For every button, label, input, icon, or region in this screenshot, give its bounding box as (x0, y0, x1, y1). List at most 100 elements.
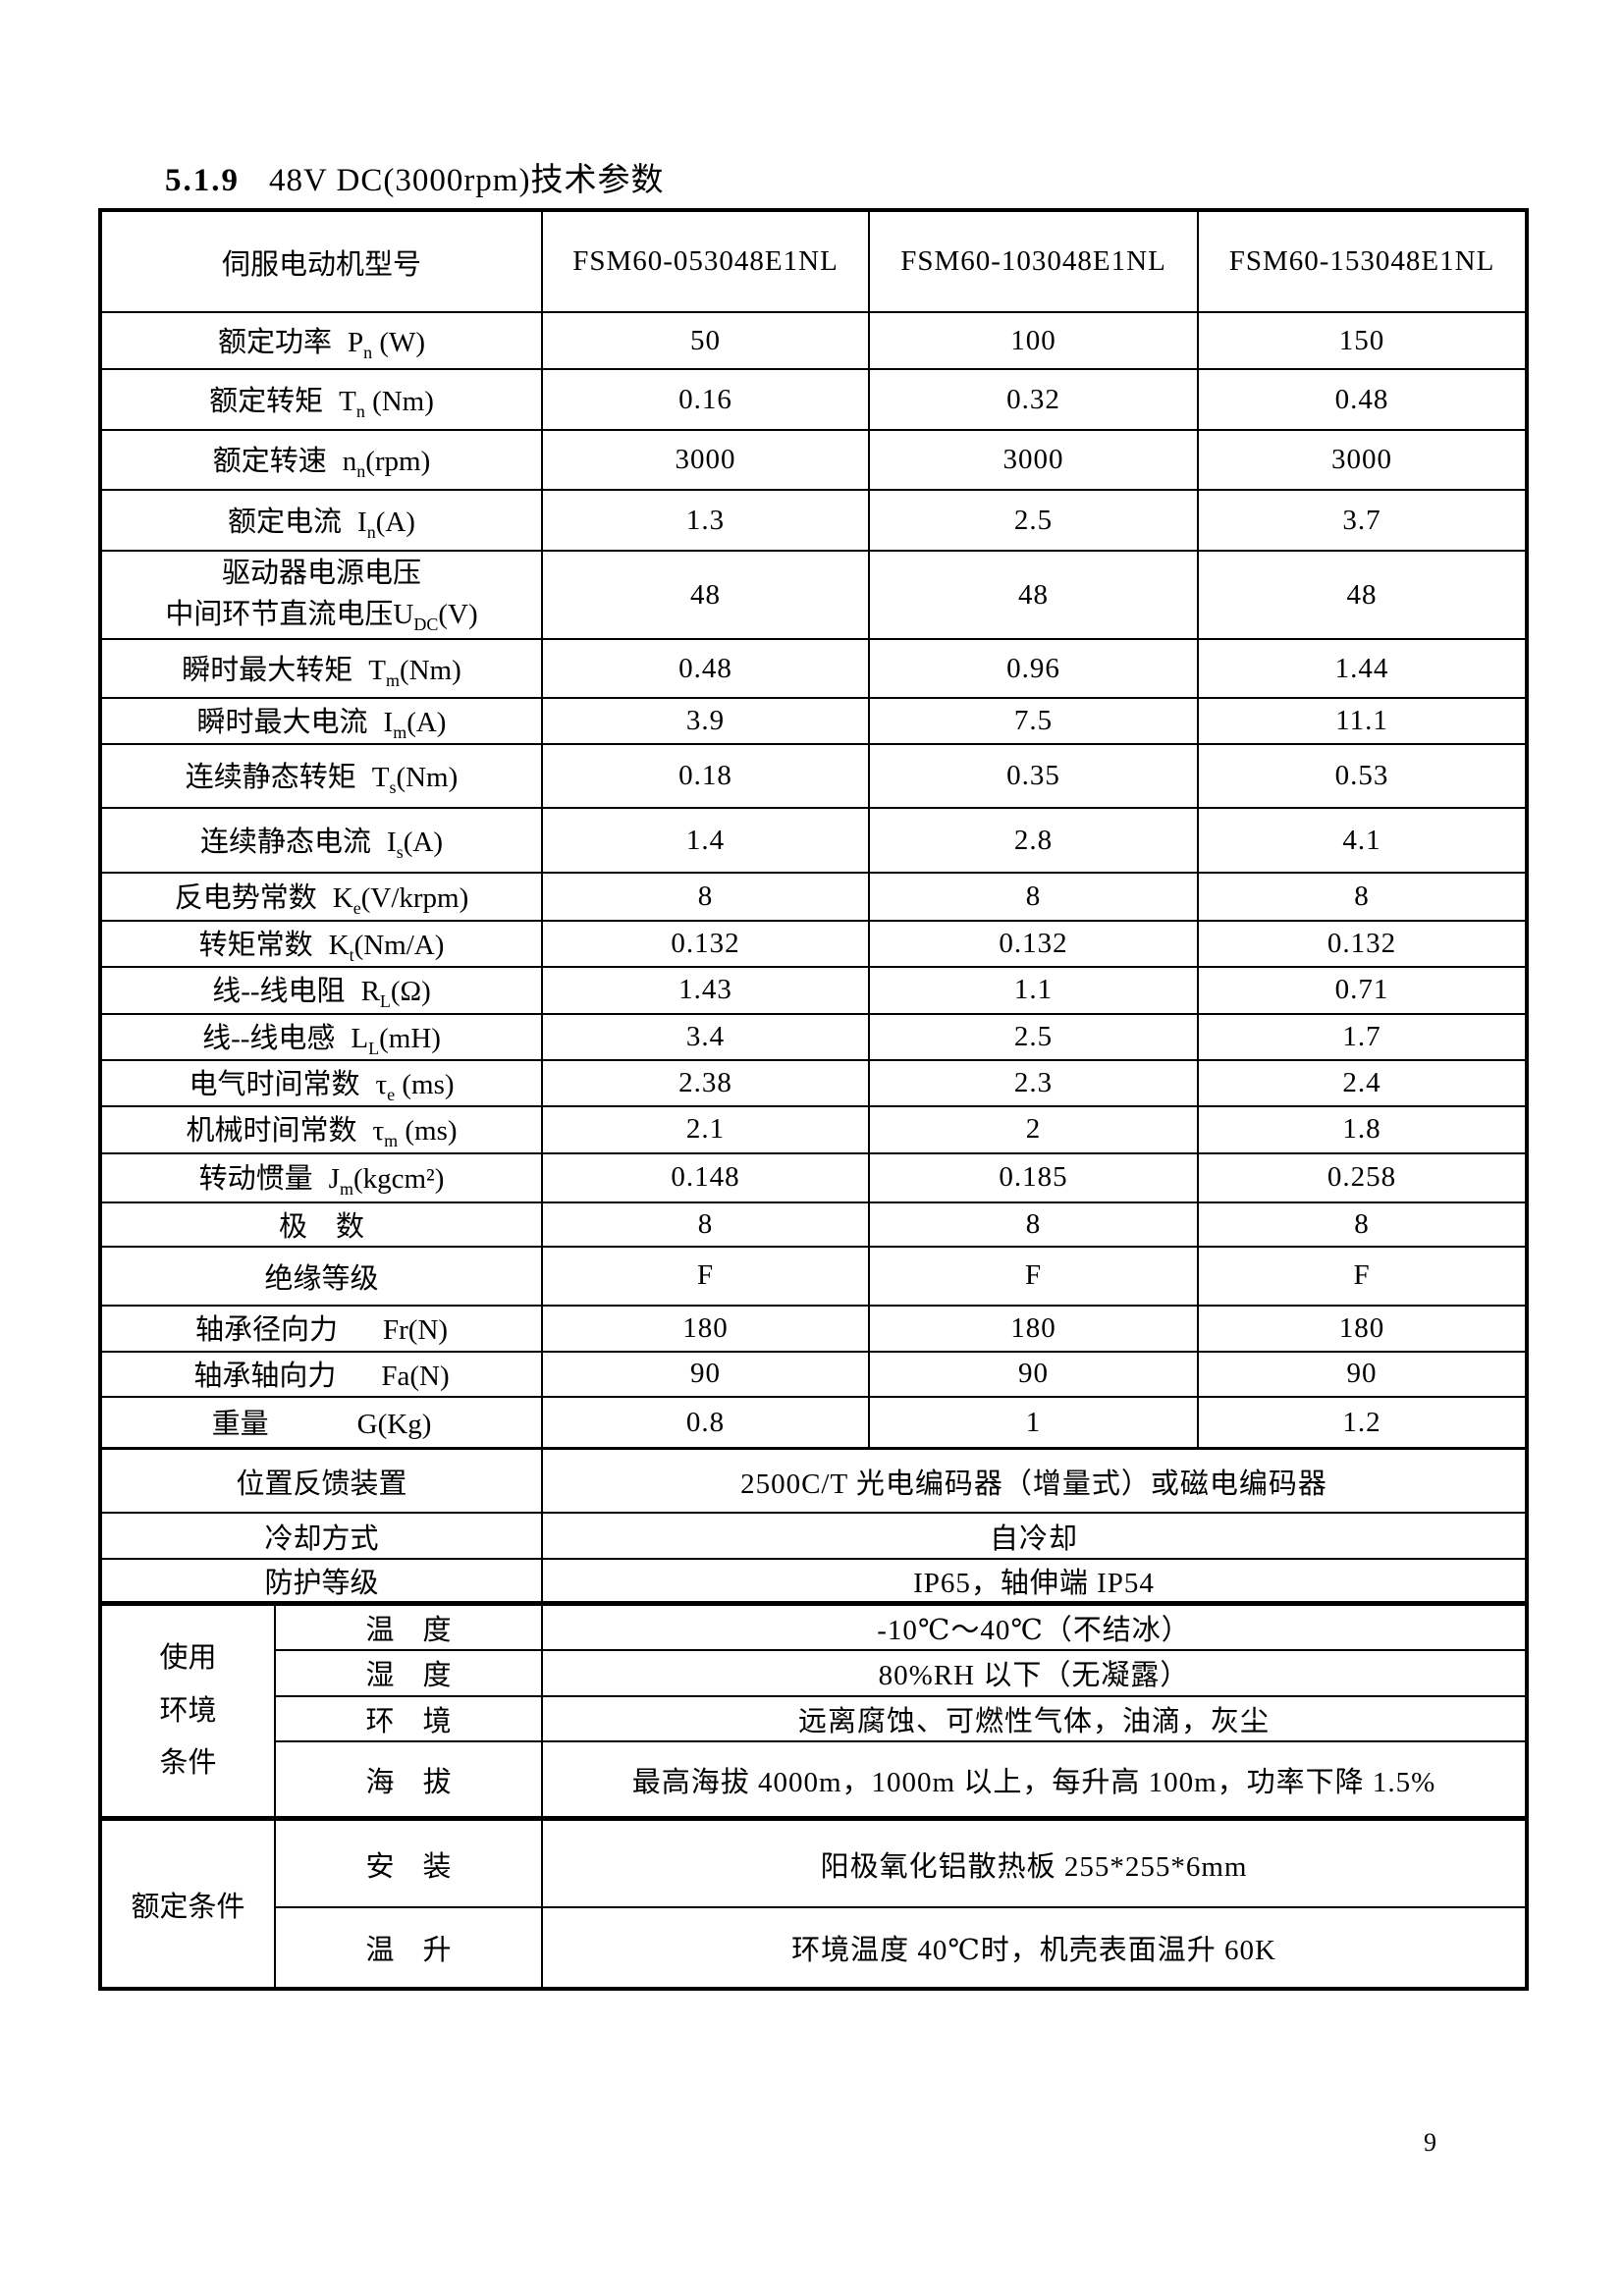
row-label-cn: 连续静态电流 (200, 826, 372, 858)
row-value: 0.132 (868, 920, 1200, 968)
row-label-cn: 极 数 (279, 1211, 365, 1244)
row-label: 轴承径向力 Fr(N) (98, 1304, 544, 1353)
row-value: 50 (541, 311, 871, 370)
row-value: 8 (541, 1201, 871, 1248)
row-unit: (rpm) (365, 446, 431, 478)
row-value: 1.7 (1197, 1012, 1529, 1061)
row-unit: (mH) (379, 1022, 441, 1054)
row-label: 瞬时最大电流 Im(A) (98, 697, 544, 745)
row-symbol-sub: t (349, 944, 354, 965)
row-unit: (Nm/A) (353, 930, 445, 961)
table-row-env: 环 境 远离腐蚀、可燃性气体，油滴，灰尘 (100, 1694, 1529, 1742)
row-value: F (1197, 1245, 1529, 1307)
row-symbol: τ (372, 1115, 385, 1148)
row-label: 温 升 (273, 1905, 544, 1990)
row-value: 1.1 (868, 965, 1200, 1015)
row-value: 4.1 (1197, 807, 1529, 874)
table-row: 瞬时最大转矩 Tm(Nm) 0.48 0.96 1.44 (98, 638, 1529, 699)
row-symbol: T (368, 654, 386, 686)
row-value: 0.185 (868, 1151, 1200, 1203)
row-label: 机械时间常数 τm (ms) (98, 1104, 544, 1154)
row-value: 1.8 (1197, 1104, 1529, 1154)
table-row: 绝缘等级 F F F (98, 1245, 1529, 1307)
row-symbol: R (360, 976, 380, 1008)
row-value: 0.8 (541, 1396, 871, 1450)
row-symbol: τ (375, 1068, 388, 1100)
row-value: F (868, 1245, 1200, 1307)
header-label: 伺服电动机型号 (98, 209, 544, 313)
row-label-cn: 瞬时最大转矩 (182, 654, 353, 686)
voltage-label-line2: 中间环节直流电压 (165, 599, 394, 631)
row-value: 0.16 (541, 368, 871, 431)
row-symbol-sub: m (393, 721, 407, 742)
row-value: 3.4 (541, 1012, 871, 1061)
row-symbol: P (347, 326, 364, 358)
row-unit: (N) (409, 1360, 450, 1392)
model-header: FSM60-153048E1NL (1197, 209, 1529, 313)
row-label-cn: 机械时间常数 (186, 1115, 357, 1148)
table-row: 反电势常数 Ke(V/krpm) 8 8 8 (98, 872, 1529, 922)
row-symbol: T (371, 762, 390, 794)
row-unit: (kgcm²) (352, 1163, 445, 1196)
row-value: 0.18 (541, 743, 871, 809)
row-label: 额定功率 Pn (W) (98, 311, 544, 370)
row-value: 0.53 (1197, 743, 1529, 809)
row-label: 电气时间常数 τe (ms) (98, 1058, 544, 1107)
row-value: 90 (868, 1350, 1200, 1399)
table-row-protection: 防护等级 IP65，轴伸端 IP54 (98, 1558, 1529, 1605)
row-label: 线--线电感 LL(mH) (98, 1012, 544, 1061)
row-label: 位置反馈装置 (98, 1446, 544, 1515)
table-row-rated: 额定条件 安 装 阳极氧化铝散热板 255*255*6mm (99, 1816, 1529, 1990)
table-row-rated: 温 升 环境温度 40℃时，机壳表面温升 60K (100, 1905, 1529, 1990)
row-label-cn: 额定转速 (212, 446, 327, 478)
row-symbol: I (387, 826, 397, 858)
table-row: 额定转矩 Tn (Nm) 0.16 0.32 0.48 (98, 368, 1529, 431)
row-value: 0.132 (541, 920, 871, 968)
row-value: 2.38 (541, 1058, 871, 1107)
row-symbol: n (342, 446, 357, 478)
table-row: 线--线电阻 RL(Ω) 1.43 1.1 0.71 (98, 965, 1529, 1015)
row-symbol-sub: m (339, 1178, 353, 1199)
row-symbol: Fr (382, 1313, 408, 1346)
row-label-cn: 反电势常数 (174, 882, 317, 915)
row-unit: (Nm) (396, 762, 459, 794)
row-symbol: I (383, 707, 394, 739)
row-label: 驱动器电源电压 中间环节直流电压UDC(V) (98, 550, 544, 640)
table-row-env: 使用 环境 条件 温 度 -10℃～40℃（不结冰） (99, 1601, 1529, 1820)
table-row-voltage: 驱动器电源电压 中间环节直流电压UDC(V) 48 48 48 (98, 550, 1529, 640)
row-unit: (Ω) (390, 976, 431, 1008)
row-label-cn: 线--线电阻 (212, 976, 346, 1008)
row-symbol-sub: n (366, 521, 376, 542)
row-value: 3.9 (541, 697, 871, 745)
row-symbol-sub: L (379, 991, 391, 1012)
row-unit: (Nm) (399, 654, 461, 686)
row-label-cn: 连续静态转矩 (185, 762, 356, 794)
table-row: 轴承轴向力 Fa(N) 90 90 90 (98, 1350, 1529, 1399)
row-symbol: Fa (381, 1360, 410, 1392)
row-symbol-sub: n (363, 342, 373, 362)
table-row: 额定功率 Pn (W) 50 100 150 (98, 311, 1529, 370)
row-label: 连续静态电流 Is(A) (98, 807, 544, 874)
row-label-cn: 额定转矩 (209, 385, 324, 417)
row-value: 8 (868, 1201, 1200, 1248)
row-unit: (A) (403, 826, 443, 858)
table-row: 机械时间常数 τm (ms) 2.1 2 1.8 (98, 1104, 1529, 1154)
row-unit: (ms) (395, 1068, 455, 1100)
row-value: 1.44 (1197, 638, 1529, 699)
row-symbol: I (357, 506, 367, 538)
section-title-text: 48V DC(3000rpm)技术参数 (269, 163, 665, 198)
row-value: 180 (868, 1304, 1200, 1353)
row-value: 0.96 (868, 638, 1200, 699)
row-value: IP65，轴伸端 IP54 (541, 1558, 1529, 1605)
rated-group-label: 额定条件 (99, 1816, 276, 1990)
row-symbol-sub: s (389, 776, 397, 797)
row-symbol-sub: m (384, 1130, 399, 1150)
row-value: 1.2 (1197, 1396, 1529, 1450)
page-number: 9 (1424, 2128, 1436, 2157)
model-header: FSM60-053048E1NL (541, 209, 871, 313)
row-value: 2.5 (868, 1012, 1200, 1061)
row-unit: (Kg) (377, 1408, 432, 1440)
row-value: 0.148 (541, 1151, 871, 1203)
spec-table: 伺服电动机型号 FSM60-053048E1NL FSM60-103048E1N… (98, 208, 1530, 1991)
